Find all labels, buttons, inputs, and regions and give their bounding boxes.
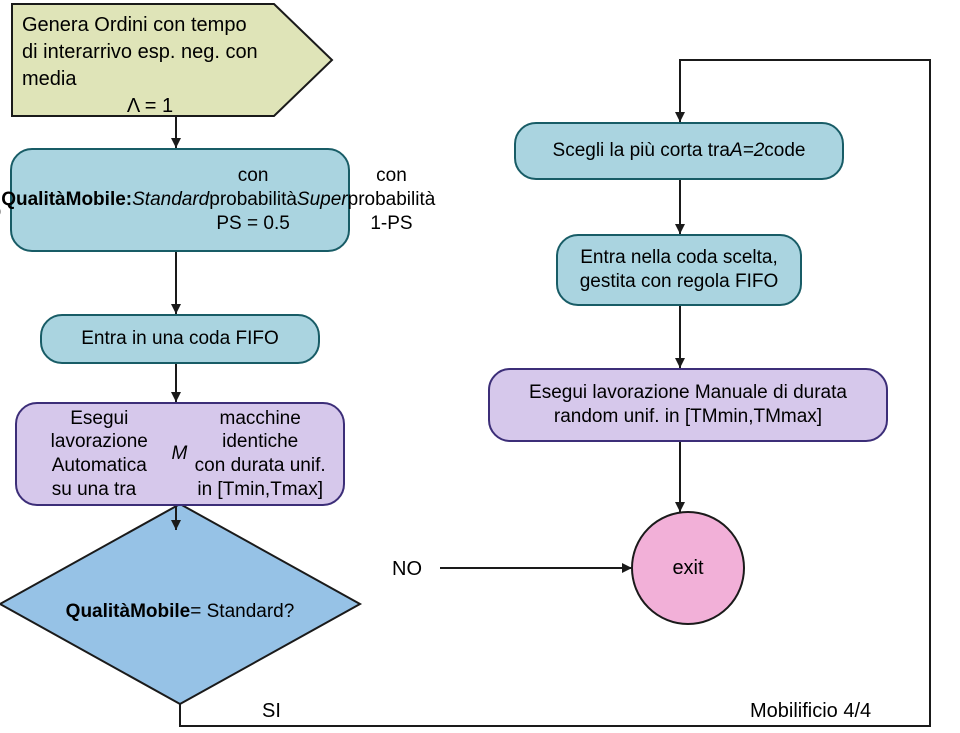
label-no: NO bbox=[392, 558, 422, 581]
node-decision-qualita: QualitàMobile = Standard? bbox=[28, 588, 332, 636]
node-exit: exit bbox=[632, 554, 744, 582]
node-esegui-lavorazione-manuale: Esegui lavorazione Manuale di duratarand… bbox=[488, 368, 888, 442]
flowchart-stage: Genera Ordini con tempodi interarrivo es… bbox=[0, 0, 960, 733]
node-esegui-lavorazione-automatica: Esegui lavorazione Automaticasu una tra … bbox=[15, 402, 345, 506]
node-scegli-coda: Scegli la più corta tra A=2 code bbox=[514, 122, 844, 180]
node-assegna-attributo: Assegna l'attributo QualitàMobile:Standa… bbox=[10, 148, 350, 252]
label-si: SI bbox=[262, 700, 281, 723]
node-entra-coda-scelta: Entra nella coda scelta,gestita con rego… bbox=[556, 234, 802, 306]
node-genera-ordini: Genera Ordini con tempodi interarrivo es… bbox=[22, 12, 278, 120]
node-entra-coda-fifo: Entra in una coda FIFO bbox=[40, 314, 320, 364]
label-footer: Mobilificio 4/4 bbox=[750, 700, 871, 723]
